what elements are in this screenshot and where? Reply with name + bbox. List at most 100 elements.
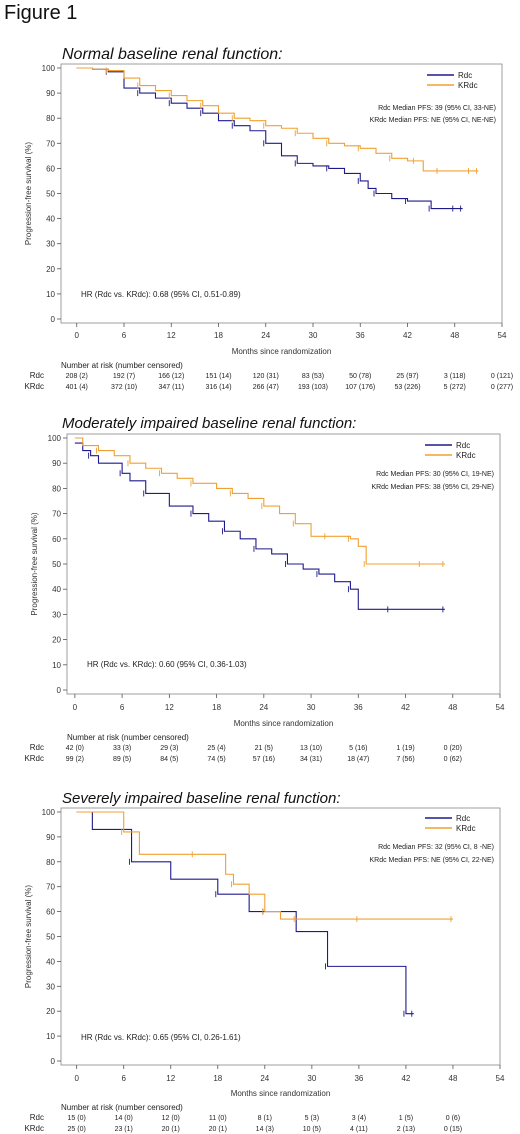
y-tick-label: 70 [46,139,55,148]
risk-cell: 20 (1) [209,1126,227,1133]
legend-label-rdc: Rdc [458,71,472,80]
risk-cell: 33 (3) [113,745,131,752]
risk-cell: 23 (1) [115,1126,133,1133]
legend-label-krdc: KRdc [456,451,476,460]
y-tick-label: 50 [52,560,61,569]
risk-cell: 401 (4) [66,384,88,391]
chart-panel-1: Normal baseline renal function: 0 10 20 30 40… [24,46,513,391]
risk-row-label: KRdc [24,754,44,763]
y-tick-label: 90 [52,459,61,468]
risk-row-label: Rdc [30,1113,44,1122]
risk-cell: 11 (0) [209,1115,227,1122]
x-tick-label: 0 [75,331,80,340]
x-tick-label: 42 [401,1074,410,1083]
chart-title: Severely impaired baseline renal functio… [62,790,341,807]
x-tick-label: 36 [354,1074,363,1083]
risk-cell: 0 (121) [491,373,513,380]
risk-cell: 7 (56) [396,756,414,763]
x-axis-label: Months since randomization [232,347,332,356]
x-tick-label: 12 [167,331,176,340]
median-pfs-annotation: Rdc Median PFS: 39 (95% CI, 33-NE) [378,105,496,112]
risk-cell: 74 (5) [207,756,225,763]
y-tick-label: 100 [48,434,62,443]
x-tick-label: 12 [165,703,174,712]
chart-panel-3: Severely impaired baseline renal functio… [24,790,505,1133]
y-tick-label: 20 [46,265,55,274]
risk-cell: 25 (4) [207,745,225,752]
risk-cell: 192 (7) [113,373,135,380]
x-tick-label: 48 [448,703,457,712]
chart-title: Normal baseline renal function: [62,46,283,63]
hazard-ratio-text: HR (Rdc vs. KRdc): 0.60 (95% CI, 0.36-1.… [87,660,247,669]
series-line-krdc [76,811,453,920]
risk-cell: 42 (0) [66,745,84,752]
risk-cell: 8 (1) [258,1115,272,1122]
risk-row-label: KRdc [24,382,44,391]
median-pfs-annotation: KRdc Median PFS: 38 (95% CI, 29-NE) [371,484,494,491]
legend-label-krdc: KRdc [456,824,476,833]
risk-cell: 21 (5) [255,745,273,752]
risk-table-title: Number at risk (number censored) [61,1103,183,1112]
risk-cell: 0 (15) [444,1126,462,1133]
median-pfs-annotation: KRdc Median PFS: NE (95% CI, 22-NE) [370,857,495,864]
hazard-ratio-text: HR (Rdc vs. KRdc): 0.68 (95% CI, 0.51-0.… [81,290,241,299]
risk-cell: 89 (5) [113,756,131,763]
risk-cell: 107 (176) [345,384,375,391]
x-tick-label: 42 [401,703,410,712]
risk-cell: 50 (78) [349,373,371,380]
x-tick-label: 36 [356,331,365,340]
risk-table-title: Number at risk (number censored) [67,733,189,742]
risk-cell: 208 (2) [66,373,88,380]
risk-cell: 0 (20) [444,745,462,752]
chart-panel-2: Moderately impaired baseline renal funct… [24,415,505,763]
risk-cell: 316 (14) [205,384,231,391]
legend-label-rdc: Rdc [456,814,470,823]
x-tick-label: 6 [120,703,125,712]
risk-cell: 57 (16) [253,756,275,763]
risk-cell: 1 (19) [396,745,414,752]
x-tick-label: 54 [496,703,505,712]
hazard-ratio-text: HR (Rdc vs. KRdc): 0.65 (95% CI, 0.26-1.… [81,1033,241,1042]
risk-cell: 151 (14) [205,373,231,380]
series-line-rdc [74,442,445,610]
y-tick-label: 10 [52,661,61,670]
y-tick-label: 0 [51,1057,56,1066]
y-axis-label: Progression-free survival (%) [24,142,33,245]
x-tick-label: 6 [121,1074,126,1083]
risk-cell: 347 (11) [158,384,184,391]
risk-cell: 29 (3) [160,745,178,752]
risk-cell: 0 (277) [491,384,513,391]
x-tick-label: 30 [307,1074,316,1083]
plot-frame [60,63,503,324]
x-tick-label: 36 [354,703,363,712]
y-tick-label: 60 [52,535,61,544]
legend-label-rdc: Rdc [456,441,470,450]
risk-cell: 13 (10) [300,745,322,752]
risk-cell: 266 (47) [253,384,279,391]
x-tick-label: 0 [73,703,78,712]
risk-cell: 2 (13) [397,1126,415,1133]
y-tick-label: 90 [46,833,55,842]
risk-cell: 120 (31) [253,373,279,380]
y-tick-label: 30 [46,240,55,249]
risk-cell: 4 (11) [350,1126,368,1133]
risk-cell: 3 (4) [352,1115,366,1122]
risk-cell: 5 (16) [349,745,367,752]
y-tick-label: 100 [42,808,56,817]
y-tick-label: 30 [46,982,55,991]
y-tick-label: 60 [46,908,55,917]
figure-title: Figure 1 [4,2,78,24]
y-tick-label: 0 [57,686,62,695]
y-tick-label: 40 [46,957,55,966]
x-tick-label: 24 [261,331,270,340]
series-line-rdc [76,67,463,210]
y-tick-label: 80 [46,114,55,123]
risk-cell: 5 (3) [305,1115,319,1122]
x-tick-label: 54 [496,1074,505,1083]
risk-cell: 10 (5) [303,1126,321,1133]
risk-cell: 83 (53) [302,373,324,380]
risk-row-label: Rdc [30,371,44,380]
risk-cell: 193 (103) [298,384,328,391]
risk-cell: 0 (62) [444,756,462,763]
